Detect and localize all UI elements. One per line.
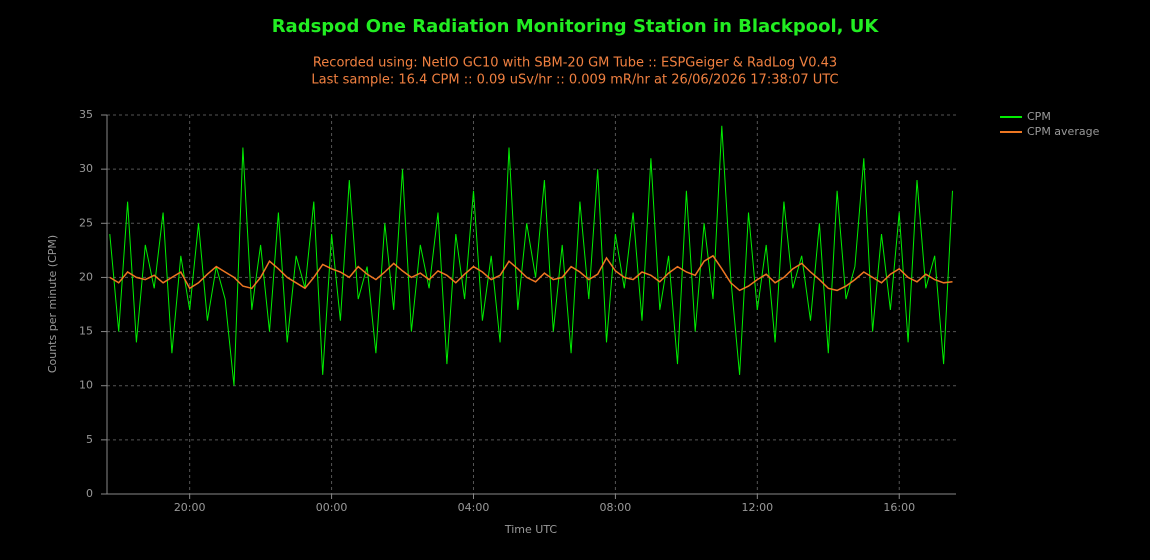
data-line [109, 254, 953, 292]
subtitle: Recorded using: NetIO GC10 with SBM-20 G… [313, 56, 837, 71]
x-tick-label: 16:00 [883, 501, 915, 514]
y-tick-label: 5 [86, 433, 93, 446]
subtitle: Last sample: 16.4 CPM :: 0.09 uSv/hr :: … [311, 73, 838, 88]
y-tick-label: 0 [86, 487, 93, 500]
y-tick-label: 35 [79, 108, 93, 121]
legend-label: CPM average [1027, 125, 1100, 138]
y-axis-label: Counts per minute (CPM) [46, 235, 59, 373]
y-tick-label: 15 [79, 325, 93, 338]
x-tick-label: 00:00 [316, 501, 348, 514]
x-tick-label: 08:00 [600, 501, 632, 514]
x-axis-label: Time UTC [504, 523, 558, 536]
x-tick-label: 04:00 [458, 501, 490, 514]
y-tick-label: 30 [79, 162, 93, 175]
x-tick-label: 20:00 [174, 501, 206, 514]
chart-title: Radspod One Radiation Monitoring Station… [272, 16, 880, 37]
y-tick-label: 10 [79, 379, 93, 392]
data-line [109, 125, 953, 386]
y-tick-label: 20 [79, 270, 93, 283]
legend-label: CPM [1027, 110, 1051, 123]
y-tick-label: 25 [79, 216, 93, 229]
x-tick-label: 12:00 [741, 501, 773, 514]
